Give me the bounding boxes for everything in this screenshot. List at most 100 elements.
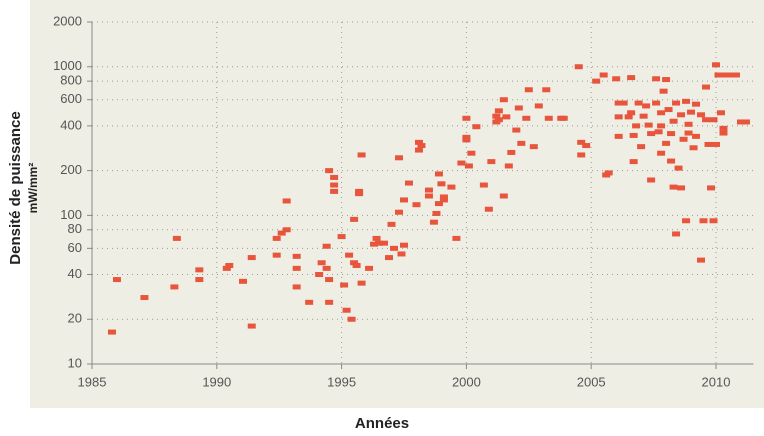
point [437,181,446,187]
point [247,323,256,329]
point [434,171,443,177]
point [662,140,671,146]
point [642,103,651,109]
point [614,133,623,139]
y-tick-label: 800 [60,73,82,88]
point [347,316,356,322]
point [702,84,711,90]
point [434,201,443,207]
point [467,150,476,156]
y-tick-label: 100 [60,207,82,222]
point [582,143,591,149]
point [282,198,291,204]
point [669,184,678,190]
y-tick-label: 2000 [53,13,82,28]
point [634,100,643,106]
point [447,184,456,190]
point [322,265,331,271]
point [357,280,366,286]
point [647,177,656,183]
point [342,307,351,313]
point [664,107,673,113]
point [365,265,374,271]
point [357,152,366,158]
point [462,134,471,140]
point [604,170,613,176]
point [712,62,720,68]
point [697,257,706,263]
point [657,123,666,129]
point [272,235,281,241]
point [292,253,301,259]
y-tick-label: 600 [60,91,82,106]
x-tick-label: 1985 [78,374,107,389]
point [684,130,693,136]
point [684,121,693,127]
point [704,141,713,147]
point [397,251,406,257]
y-axis-label: Densité de puissance [7,111,24,264]
point [317,260,326,266]
point [412,202,421,208]
y-tick-label: 60 [68,240,82,255]
y-tick-label: 1000 [53,58,82,73]
point [679,136,688,142]
point [709,218,718,224]
point [170,284,179,290]
point [542,87,551,93]
point [325,277,334,283]
point [669,118,678,124]
point [712,141,720,147]
point [315,272,324,278]
point [414,139,423,145]
point [494,117,503,123]
point [629,159,638,165]
point [629,132,638,138]
point [612,76,621,82]
point [292,265,301,271]
point [672,231,681,237]
point [716,110,725,116]
point [544,115,553,121]
point [559,115,568,121]
point [479,182,488,188]
point [529,144,538,150]
y-tick-label: 20 [68,311,82,326]
point [330,174,339,180]
point [577,139,586,145]
point [494,108,503,114]
point [499,97,508,103]
point [277,230,286,236]
point [719,130,728,136]
point [340,282,349,288]
point [414,147,423,153]
point [522,115,531,121]
point [225,262,234,268]
point [741,119,750,125]
point [464,163,473,169]
point [462,137,471,143]
point [107,329,116,335]
point [429,219,438,225]
point [195,267,204,273]
y-tick-label: 80 [68,221,82,236]
point [387,221,396,227]
point [574,64,583,70]
point [222,265,231,271]
point [534,103,543,109]
point [709,117,718,123]
point [372,235,381,241]
point [637,144,646,150]
point [337,234,346,240]
point [697,112,706,118]
point [632,123,641,129]
point [457,160,466,166]
point [487,159,496,165]
point [627,75,636,81]
point [395,209,404,215]
point [452,235,461,241]
x-tick-label: 2000 [452,374,481,389]
point [647,131,656,137]
